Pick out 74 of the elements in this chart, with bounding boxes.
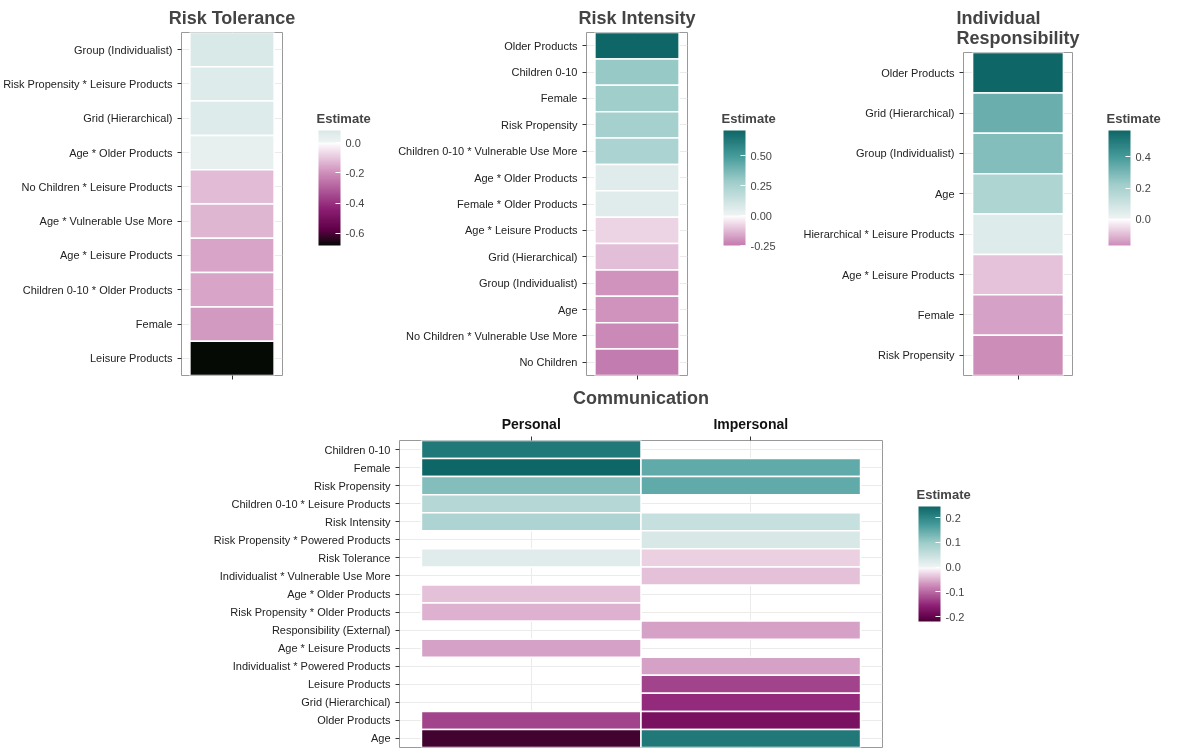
color-bar-title: Estimate [1106,110,1161,126]
chart-title: Individual Responsibility [956,7,1080,48]
y-tick-label: Female [353,461,391,474]
color-bar-title: Estimate [916,486,971,502]
color-bar-label: -0.1 [945,585,965,598]
y-tick-label: No Children [519,356,578,369]
y-tick-label: Children 0-10 * Vulnerable Use More [398,145,578,158]
color-bar-label: -0.2 [945,610,965,623]
y-tick-label: Group (Individualist) [74,43,173,56]
y-tick-label: Risk Intensity [325,515,391,528]
color-bar-label: -0.6 [345,227,365,240]
y-tick-label: Age [557,303,578,316]
color-bar-label: 0.50 [750,149,772,162]
y-tick-label: Group (Individualist) [856,147,955,160]
y-tick-label: Age * Leisure Products [841,268,955,281]
y-tick-label: Children 0-10 [324,443,391,456]
y-tick-label: Age * Leisure Products [59,249,173,262]
chart-title: Risk Intensity [578,7,696,28]
y-tick-label: Grid (Hierarchical) [488,250,578,263]
y-tick-label: Age * Older Products [474,171,578,184]
y-tick-label: Children 0-10 * Older Products [22,283,173,296]
color-bar-label: 0.0 [1135,213,1151,226]
x-tick-label: Impersonal [713,415,789,432]
y-tick-label: Risk Propensity * Powered Products [213,533,391,546]
y-tick-label: Leisure Products [89,352,173,365]
y-tick-label: Age [934,187,955,200]
color-bar-label: 0.25 [750,179,772,192]
color-bar-label: 0.4 [1135,150,1151,163]
y-tick-label: Grid (Hierarchical) [301,696,391,709]
y-tick-label: Female [135,318,173,331]
y-tick-label: Risk Propensity [501,118,578,131]
color-bar-label: 0.2 [1135,182,1151,194]
y-tick-label: Hierarchical * Leisure Products [803,228,955,241]
y-tick-label: Children 0-10 * Leisure Products [231,497,391,510]
y-tick-label: Children 0-10 [511,66,578,79]
y-tick-label: Risk Propensity [878,349,955,362]
color-bar-title: Estimate [721,110,776,126]
y-tick-label: Responsibility (External) [271,624,391,637]
color-bar-label: 0.1 [945,536,961,549]
y-tick-label: Older Products [881,66,955,79]
y-tick-label: No Children * Leisure Products [21,180,173,193]
chart-title: Communication [573,387,710,408]
y-tick-label: Age * Older Products [69,146,173,159]
y-tick-label: Older Products [504,39,578,52]
y-tick-label: Age * Older Products [287,588,391,600]
y-tick-label: Age [370,732,391,745]
color-bar-label: -0.2 [345,166,365,179]
chart-title: Risk Tolerance [168,7,296,28]
y-tick-label: Age * Leisure Products [277,642,391,655]
y-tick-label: Risk Propensity [314,479,391,492]
y-tick-label: Female [540,92,578,105]
y-tick-label: Individualist * Powered Products [232,660,391,673]
color-bar-label: 0.00 [750,209,772,222]
y-tick-label: Grid (Hierarchical) [83,112,173,125]
y-tick-label: Group (Individualist) [479,277,578,290]
y-tick-label: Individualist * Vulnerable Use More [219,569,391,582]
y-tick-label: Risk Propensity * Older Products [230,606,391,619]
y-tick-label: Risk Tolerance [318,551,391,564]
color-bar-title: Estimate [316,110,371,126]
color-bar-label: -0.25 [750,239,776,252]
y-tick-label: Risk Propensity * Leisure Products [3,77,173,90]
y-tick-label: Leisure Products [307,678,391,691]
y-tick-label: Age * Vulnerable Use More [39,215,173,228]
color-bar-label: 0.2 [945,511,961,524]
color-bar-label: -0.4 [345,197,365,210]
y-tick-label: Grid (Hierarchical) [865,107,955,120]
color-bar-label: 0.0 [945,561,961,574]
color-bar-label: 0.0 [345,136,361,149]
x-tick-label: Personal [501,415,561,432]
y-tick-label: Older Products [317,714,391,727]
y-tick-label: Female [917,308,955,321]
y-tick-label: Female * Older Products [457,198,578,210]
y-tick-label: Age * Leisure Products [464,224,578,237]
y-tick-label: No Children * Vulnerable Use More [406,329,578,342]
